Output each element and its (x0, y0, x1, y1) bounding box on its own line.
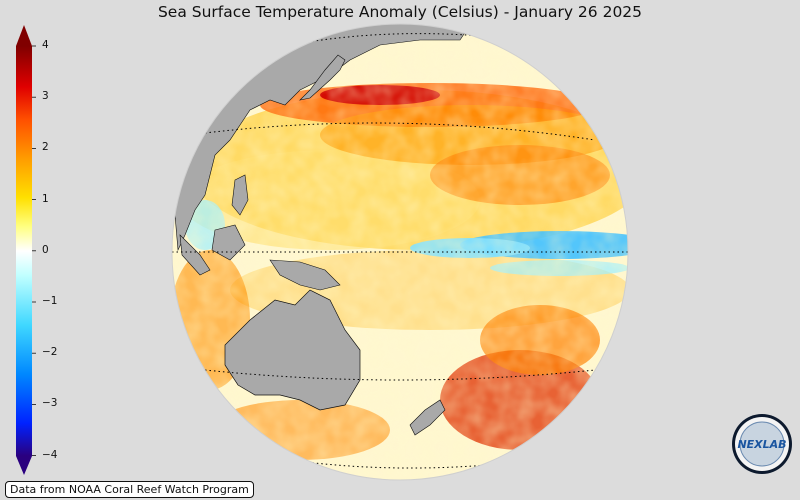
australia-landmass (224, 289, 361, 411)
colorbar-tick-label: −1 (42, 295, 58, 307)
colorbar-tick-label: −3 (42, 397, 58, 410)
new-guinea-landmass (269, 259, 341, 291)
data-credit: Data from NOAA Coral Reef Watch Program (5, 481, 254, 498)
latitude-line-60s (289, 459, 521, 469)
globe-outline (171, 23, 629, 481)
borneo-landmass (211, 224, 246, 261)
colorbar-tick-label: −2 (42, 346, 58, 359)
latitude-line-30n (204, 122, 596, 141)
nexlab-logo-icon: NEXLAB (732, 414, 792, 474)
colorbar-tick-label: 0 (42, 243, 49, 256)
colorbar-tick-label: 4 (42, 39, 49, 51)
latitude-line-60n (289, 33, 521, 46)
colorbar-tick-label: 1 (42, 192, 49, 205)
colorbar-tick-label: 2 (42, 141, 49, 154)
colorbar-tick-label: −4 (42, 448, 58, 461)
colorbar (16, 25, 36, 475)
japan-landmass (299, 54, 346, 101)
map-title: Sea Surface Temperature Anomaly (Celsius… (157, 3, 643, 21)
philippines-landmass (231, 174, 249, 216)
colorbar-bottom-arrow (16, 456, 32, 475)
latitude-line-30s (204, 369, 596, 381)
colorbar-top-arrow (16, 25, 32, 46)
colorbar-body (16, 46, 32, 456)
colorbar-tick-label: 3 (42, 90, 49, 103)
new-zealand-landmass (409, 399, 446, 436)
logo-text: NEXLAB (737, 438, 786, 451)
